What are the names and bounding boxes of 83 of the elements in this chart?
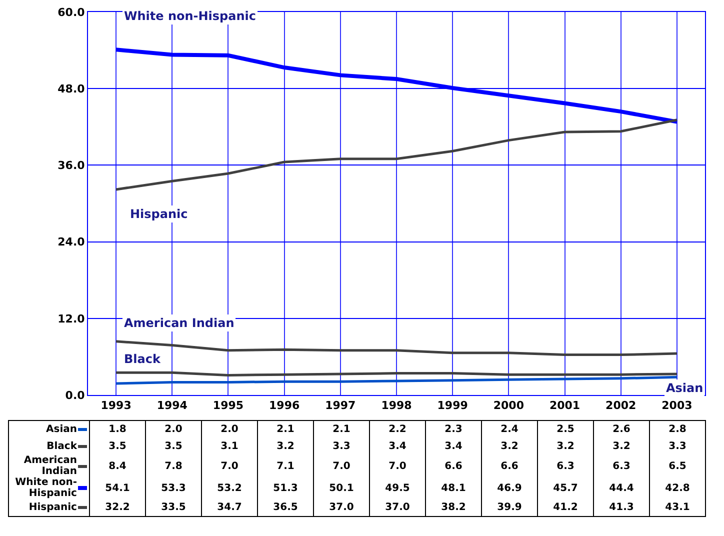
data-label: 3.2 — [538, 438, 594, 455]
legend-label: Hispanic — [28, 502, 77, 513]
x-tick-label: 1997 — [325, 399, 356, 412]
data-label: 42.8 — [650, 477, 706, 499]
data-label: 54.1 — [90, 477, 146, 499]
y-tick-label: 48.0 — [58, 82, 86, 96]
data-label: 45.7 — [538, 477, 594, 499]
data-label: 8.4 — [90, 455, 146, 477]
legend-label: Black — [46, 440, 77, 452]
data-label: 53.2 — [202, 477, 258, 499]
data-label: 7.1 — [258, 455, 314, 477]
data-label: 7.0 — [370, 455, 426, 477]
x-tick-label: 1994 — [156, 399, 188, 412]
data-label: 48.1 — [426, 477, 482, 499]
data-label: 3.1 — [202, 438, 258, 455]
data-label: 3.4 — [426, 438, 482, 455]
data-label: 38.2 — [426, 499, 482, 516]
y-tick-label: 24.0 — [58, 236, 86, 249]
annotation: Hispanic — [130, 207, 188, 221]
legend-label: American Indian — [22, 455, 77, 477]
data-label: 6.5 — [650, 455, 706, 477]
annotation: American Indian — [124, 316, 234, 330]
data-label: 3.5 — [90, 438, 146, 455]
data-label: 50.1 — [314, 477, 370, 499]
y-tick-label: 0.0 — [65, 388, 86, 402]
data-label: 2.1 — [258, 420, 314, 438]
annotation: Asian — [666, 381, 704, 395]
data-label: 41.3 — [594, 499, 650, 516]
data-label: 3.3 — [650, 438, 706, 455]
legend-label: White non-Hispanic — [15, 477, 77, 499]
data-label: 7.8 — [146, 455, 202, 477]
data-label: 6.3 — [594, 455, 650, 477]
data-label: 53.3 — [146, 477, 202, 499]
line-series — [114, 118, 678, 191]
data-label: 2.6 — [594, 420, 650, 438]
data-label: 41.2 — [538, 499, 594, 516]
x-tick-label: 1998 — [381, 399, 412, 412]
x-tick-label: 1993 — [100, 399, 132, 412]
data-label: 34.7 — [202, 499, 258, 516]
x-tick-label: 1999 — [437, 399, 468, 412]
y-tick-label: 36.0 — [58, 159, 86, 172]
data-label: 2.8 — [650, 420, 706, 438]
x-tick-label: 2001 — [549, 399, 580, 412]
data-label: 49.5 — [370, 477, 426, 499]
x-tick-label: 1995 — [212, 399, 244, 412]
x-tick-label: 2000 — [493, 399, 524, 412]
data-label: 43.1 — [650, 499, 706, 516]
data-label: 44.4 — [594, 477, 650, 499]
data-label: 2.0 — [146, 420, 202, 438]
data-label: 3.2 — [594, 438, 650, 455]
annotation: White non-Hispanic — [124, 9, 256, 23]
data-label: 7.0 — [202, 455, 258, 477]
data-label: 37.0 — [314, 499, 370, 516]
data-label: 7.0 — [314, 455, 370, 477]
y-tick-label: 60.0 — [58, 6, 86, 19]
data-label: 33.5 — [146, 499, 202, 516]
data-label: 2.3 — [426, 420, 482, 438]
data-label: 39.9 — [482, 499, 538, 516]
data-label: 37.0 — [370, 499, 426, 516]
data-label: 3.5 — [146, 438, 202, 455]
x-tick-label: 2002 — [606, 399, 636, 412]
data-label: 6.6 — [426, 455, 482, 477]
data-label: 2.5 — [538, 420, 594, 438]
y-tick-label: 12.0 — [58, 312, 86, 326]
data-label: 3.4 — [370, 438, 426, 455]
data-label: 6.6 — [482, 455, 538, 477]
data-label: 51.3 — [258, 477, 314, 499]
data-label: 1.8 — [90, 420, 146, 438]
data-label: 3.3 — [314, 438, 370, 455]
data-label: 2.0 — [202, 420, 258, 438]
data-label: 3.2 — [482, 438, 538, 455]
data-label: 3.2 — [258, 438, 314, 455]
data-label: 2.1 — [314, 420, 370, 438]
x-tick-label: 1996 — [269, 399, 300, 412]
annotation: Black — [124, 352, 162, 366]
x-tick-label: 2003 — [662, 399, 692, 412]
data-label: 6.3 — [538, 455, 594, 477]
legend-label: Asian — [46, 424, 77, 435]
data-label: 2.4 — [482, 420, 538, 438]
data-label: 46.9 — [482, 477, 538, 499]
data-label: 2.2 — [370, 420, 426, 438]
data-label: 36.5 — [258, 499, 314, 516]
data-label: 32.2 — [90, 499, 146, 516]
